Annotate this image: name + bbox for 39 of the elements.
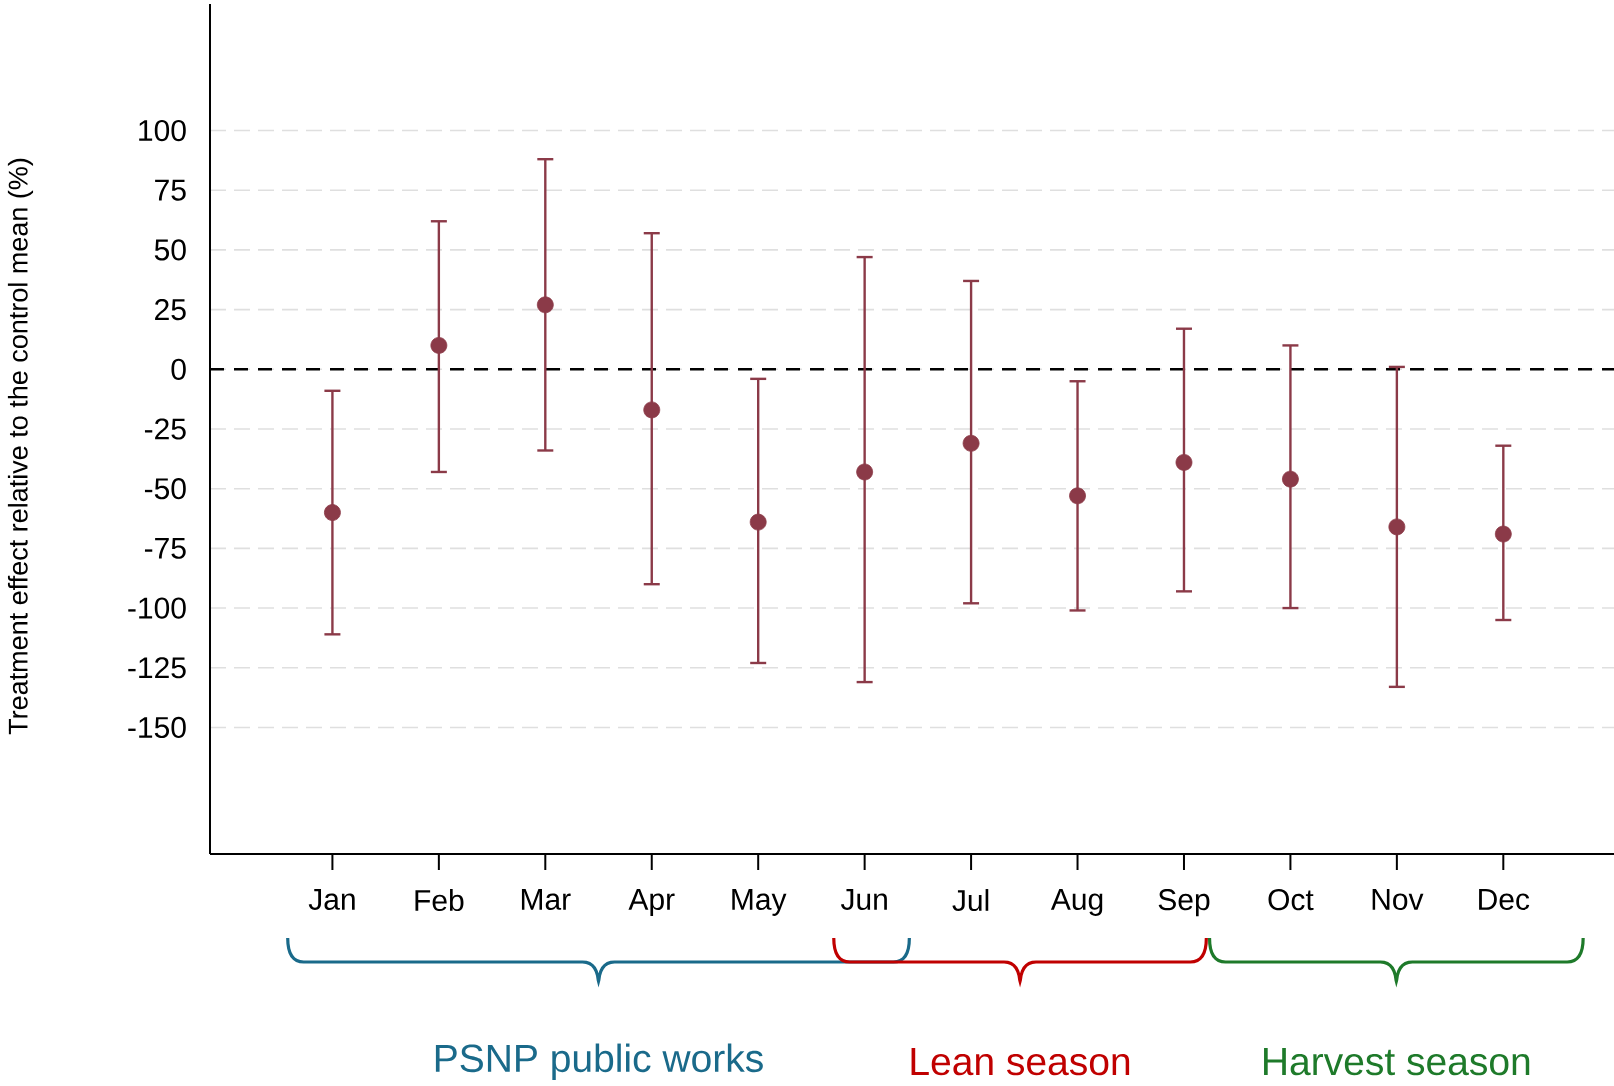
point bbox=[536, 296, 554, 314]
y-tick-label: -125 bbox=[128, 657, 186, 679]
y-tick-label: -100 bbox=[128, 597, 186, 619]
point bbox=[1494, 525, 1512, 543]
y-tick-label: 75 bbox=[155, 179, 186, 201]
x-tick-label: Jan bbox=[308, 889, 355, 910]
y-tick-label: 25 bbox=[155, 299, 186, 321]
y-tick-label: 100 bbox=[139, 119, 186, 142]
x-tick-label: Jun bbox=[840, 889, 887, 910]
x-tick-label: Aug bbox=[1050, 889, 1103, 916]
x-tick-label: Mar bbox=[521, 889, 571, 910]
x-tick-label: Nov bbox=[1372, 889, 1424, 910]
y-tick-label: 0 bbox=[171, 358, 186, 380]
x-tick-label: Dec bbox=[1479, 889, 1530, 910]
x-tick-label: Sep bbox=[1158, 889, 1210, 917]
x-tick-label: Apr bbox=[628, 889, 675, 916]
y-tick-label: -50 bbox=[144, 478, 186, 500]
point bbox=[1388, 518, 1406, 536]
x-tick-label: Jul bbox=[952, 889, 989, 912]
point bbox=[324, 504, 341, 521]
point bbox=[749, 513, 767, 531]
x-tick-label: Oct bbox=[1268, 889, 1314, 911]
point bbox=[430, 337, 448, 354]
text: PSNP public works bbox=[435, 1043, 763, 1080]
point bbox=[1069, 487, 1086, 505]
point bbox=[643, 401, 661, 419]
point bbox=[962, 434, 980, 452]
y-tick-label: -25 bbox=[144, 418, 186, 440]
text: Harvest season bbox=[1264, 1048, 1530, 1076]
point bbox=[1282, 470, 1299, 488]
x-tick-label: Feb bbox=[415, 889, 464, 912]
x-tick-label: May bbox=[732, 889, 787, 916]
y-tick-label: -75 bbox=[144, 537, 186, 559]
y-tick-label: 50 bbox=[154, 239, 186, 261]
text: Lean season bbox=[911, 1048, 1130, 1076]
point bbox=[856, 463, 874, 481]
point bbox=[1175, 454, 1193, 471]
y-tick-label: -150 bbox=[128, 716, 186, 739]
y-axis-title: Treatment effect relative to the control mean (%) bbox=[7, 158, 34, 735]
